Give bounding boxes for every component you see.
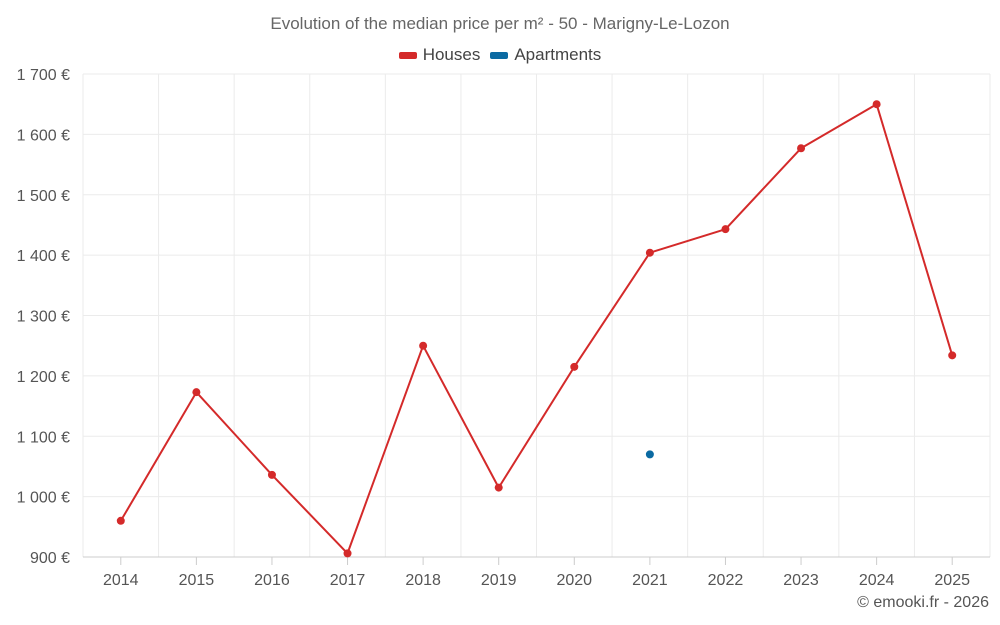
x-tick-label: 2020	[556, 572, 592, 589]
legend-item-apartments[interactable]: Apartments	[490, 45, 601, 65]
x-tick-label: 2014	[103, 572, 139, 589]
y-tick-label: 1 300 €	[17, 309, 70, 326]
x-tick-label: 2025	[934, 572, 970, 589]
data-point-houses	[192, 388, 201, 397]
data-point-houses	[116, 516, 125, 525]
data-point-houses	[721, 225, 730, 234]
x-tick-label: 2023	[783, 572, 819, 589]
data-point-houses	[645, 248, 654, 257]
legend: Houses Apartments	[0, 45, 1000, 65]
legend-label-houses: Houses	[422, 45, 481, 64]
data-point-houses	[343, 549, 352, 558]
legend-item-houses[interactable]: Houses	[398, 45, 481, 65]
credit-text: © emooki.fr - 2026	[857, 594, 989, 611]
data-point-houses	[872, 100, 881, 109]
y-tick-label: 1 500 €	[17, 188, 70, 205]
y-tick-label: 900 €	[30, 550, 70, 567]
x-tick-label: 2018	[405, 572, 441, 589]
y-tick-label: 1 100 €	[17, 429, 70, 446]
x-tick-label: 2019	[481, 572, 517, 589]
legend-swatch-houses	[398, 51, 417, 59]
data-point-houses	[494, 483, 503, 492]
x-tick-label: 2022	[708, 572, 744, 589]
data-point-houses	[797, 144, 806, 153]
x-tick-label: 2021	[632, 572, 668, 589]
legend-swatch-apartments	[490, 51, 509, 59]
data-point-houses	[948, 351, 957, 360]
data-point-apartments	[645, 450, 654, 459]
y-tick-label: 1 700 €	[17, 67, 70, 84]
y-tick-label: 1 400 €	[17, 248, 70, 265]
chart-title: Evolution of the median price per m² - 5…	[270, 14, 730, 33]
x-tick-label: 2016	[254, 572, 290, 589]
data-point-houses	[570, 362, 579, 371]
x-tick-label: 2015	[179, 572, 215, 589]
legend-label-apartments: Apartments	[514, 45, 602, 64]
y-tick-label: 1 600 €	[17, 127, 70, 144]
data-point-houses	[419, 341, 428, 350]
y-tick-label: 1 200 €	[17, 369, 70, 386]
y-tick-label: 1 000 €	[17, 490, 70, 507]
x-tick-label: 2024	[859, 572, 895, 589]
data-point-houses	[267, 470, 276, 479]
x-tick-label: 2017	[330, 572, 366, 589]
series-line-houses	[119, 103, 954, 555]
